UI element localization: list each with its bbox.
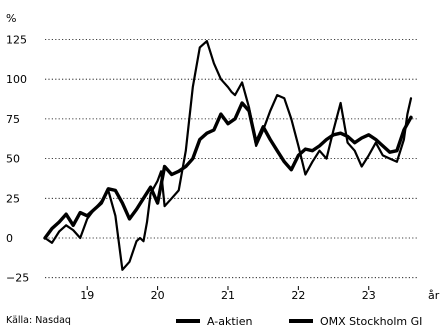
series-line-2 [43,101,413,240]
series-line-1 [43,40,413,271]
y-tick-label: 0 [6,232,13,245]
source-note: Källa: Nasdaq [6,315,71,326]
y-tick-label: 25 [6,192,20,205]
x-tick-label: 23 [362,289,376,302]
x-axis-ticks: 19 20 21 22 23 [80,286,376,302]
y-tick-label: 50 [6,153,20,166]
legend-label-1: A-aktien [207,315,253,328]
y-tick-label: −25 [6,272,29,285]
x-tick-label: 19 [80,289,94,302]
y-axis-ticks: −25 0 25 50 75 100 125 [6,34,29,285]
y-tick-label: 75 [6,113,20,126]
gridlines [45,39,418,279]
legend: A-aktien OMX Stockholm GI [176,315,422,328]
y-tick-label: 100 [6,73,27,86]
series-lines [43,40,413,271]
y-axis-label: % [6,12,16,25]
x-tick-label: 22 [291,289,305,302]
x-tick-label: 20 [151,289,165,302]
x-tick-label: 21 [221,289,235,302]
x-axis-label: år [428,289,440,302]
legend-label-2: OMX Stockholm GI [320,315,422,328]
y-tick-label: 125 [6,34,27,47]
